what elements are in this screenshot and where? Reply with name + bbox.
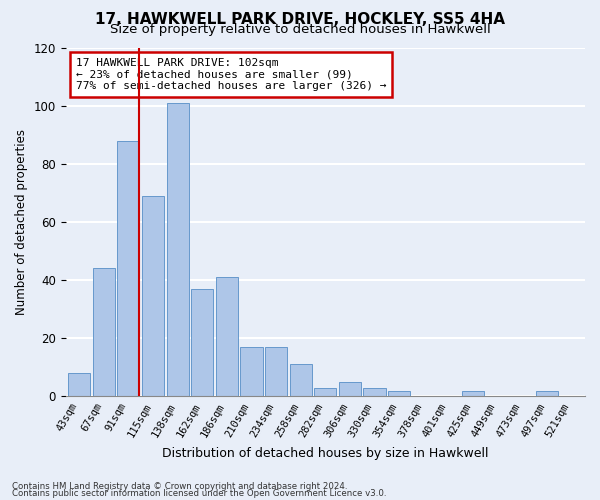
X-axis label: Distribution of detached houses by size in Hawkwell: Distribution of detached houses by size … (162, 447, 488, 460)
Bar (536, 390, 558, 396)
Text: Contains public sector information licensed under the Open Government Licence v3: Contains public sector information licen… (12, 489, 386, 498)
Text: Contains HM Land Registry data © Crown copyright and database right 2024.: Contains HM Land Registry data © Crown c… (12, 482, 347, 491)
Bar (462, 390, 484, 396)
Bar (265, 347, 287, 397)
Bar (241, 347, 263, 397)
Bar (290, 364, 312, 396)
Text: Size of property relative to detached houses in Hawkwell: Size of property relative to detached ho… (110, 22, 490, 36)
Text: 17 HAWKWELL PARK DRIVE: 102sqm
← 23% of detached houses are smaller (99)
77% of : 17 HAWKWELL PARK DRIVE: 102sqm ← 23% of … (76, 58, 386, 91)
Bar (364, 388, 386, 396)
Bar (118, 140, 139, 396)
Bar (167, 102, 189, 397)
Bar (339, 382, 361, 396)
Bar (93, 268, 115, 396)
Bar (388, 390, 410, 396)
Y-axis label: Number of detached properties: Number of detached properties (15, 129, 28, 315)
Bar (68, 373, 90, 396)
Bar (314, 388, 337, 396)
Bar (142, 196, 164, 396)
Text: 17, HAWKWELL PARK DRIVE, HOCKLEY, SS5 4HA: 17, HAWKWELL PARK DRIVE, HOCKLEY, SS5 4H… (95, 12, 505, 28)
Bar (191, 289, 214, 397)
Bar (216, 277, 238, 396)
